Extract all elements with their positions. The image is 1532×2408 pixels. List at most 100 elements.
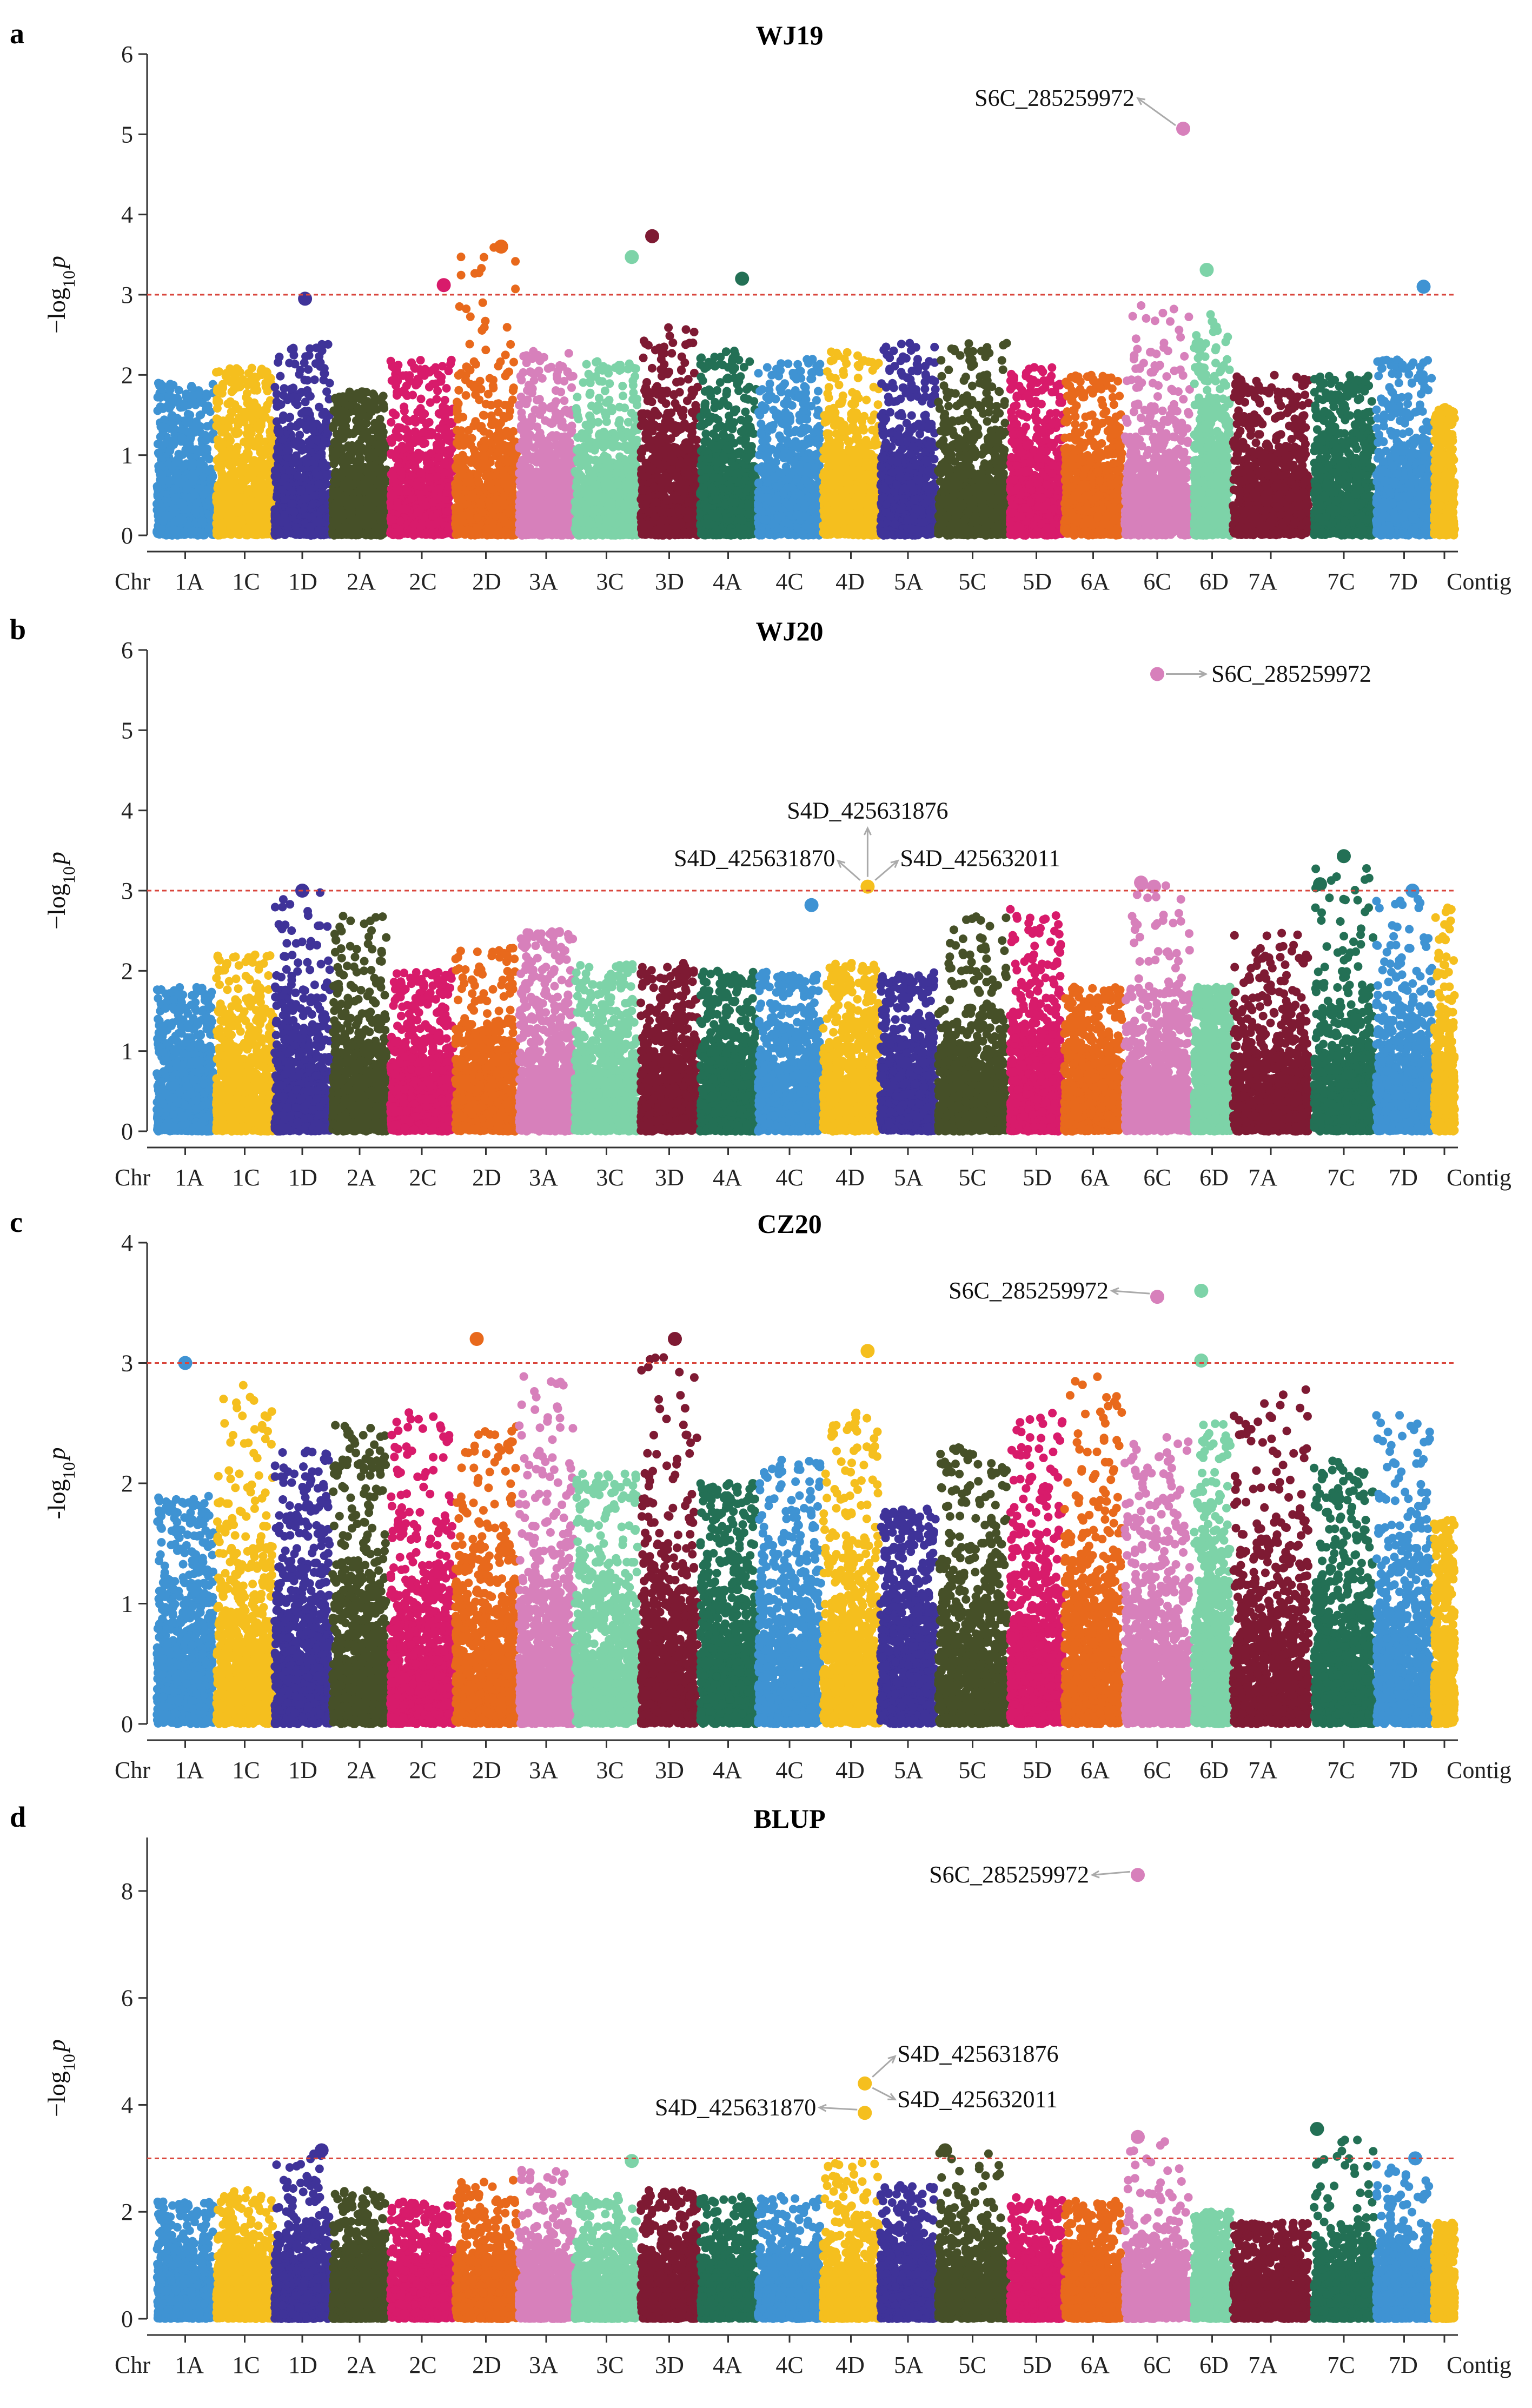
- data-point: [286, 393, 294, 402]
- data-point: [189, 469, 197, 477]
- data-point: [288, 499, 296, 508]
- data-point: [304, 365, 313, 374]
- data-point: [353, 407, 361, 416]
- data-point: [376, 442, 384, 450]
- data-point: [189, 527, 198, 536]
- data-point: [213, 521, 221, 530]
- data-point: [247, 429, 256, 437]
- data-point: [416, 356, 425, 364]
- data-point: [374, 424, 382, 433]
- data-point: [230, 469, 239, 478]
- data-point: [194, 390, 203, 399]
- data-point: [213, 404, 222, 413]
- data-point: [243, 389, 251, 397]
- data-point: [175, 386, 183, 395]
- data-point: [154, 393, 162, 401]
- data-point: [348, 497, 357, 506]
- data-point: [331, 470, 340, 479]
- data-point: [232, 450, 241, 459]
- y-tick-label: 0: [121, 522, 133, 549]
- data-point: [369, 448, 377, 457]
- data-point: [203, 445, 211, 453]
- data-point: [236, 368, 244, 376]
- data-point: [154, 449, 163, 457]
- data-point: [389, 408, 397, 417]
- data-point: [320, 364, 329, 373]
- data-point: [277, 485, 286, 494]
- data-point: [249, 529, 258, 538]
- data-point: [218, 474, 227, 482]
- data-point: [178, 434, 187, 442]
- data-point: [317, 443, 326, 452]
- data-point: [240, 408, 249, 416]
- data-point: [204, 401, 213, 410]
- data-point: [300, 473, 308, 482]
- data-point: [347, 450, 355, 459]
- data-point: [234, 484, 243, 493]
- data-point: [295, 528, 304, 536]
- data-point: [168, 441, 177, 449]
- data-point: [217, 506, 226, 514]
- data-point: [257, 419, 266, 427]
- data-point: [227, 416, 235, 424]
- data-point: [206, 475, 215, 484]
- data-point: [234, 428, 243, 437]
- data-point: [205, 455, 214, 463]
- data-point: [320, 490, 328, 499]
- data-point: [214, 415, 223, 424]
- data-point: [340, 399, 349, 407]
- data-point: [355, 529, 363, 538]
- data-point: [181, 402, 189, 410]
- data-point: [275, 528, 284, 537]
- data-point: [244, 487, 253, 496]
- data-point: [370, 391, 379, 400]
- data-point: [178, 516, 187, 525]
- data-point: [155, 499, 164, 507]
- y-axis-label: −log10p: [43, 256, 78, 334]
- data-point: [291, 360, 300, 368]
- data-point: [276, 372, 284, 381]
- data-point: [313, 518, 321, 527]
- data-point: [289, 351, 298, 360]
- data-point: [300, 407, 309, 416]
- data-point: [248, 501, 257, 510]
- data-point: [226, 436, 235, 445]
- data-point: [314, 480, 323, 488]
- data-point: [165, 386, 174, 394]
- data-point: [357, 443, 366, 452]
- data-point: [317, 340, 326, 349]
- data-point: [306, 392, 315, 401]
- data-point: [281, 473, 289, 482]
- data-point: [222, 369, 231, 377]
- data-point: [331, 488, 340, 496]
- data-point: [237, 461, 246, 470]
- data-point: [171, 494, 180, 502]
- data-point: [215, 488, 224, 497]
- data-point: [238, 416, 247, 424]
- data-point: [218, 384, 227, 393]
- data-point: [301, 352, 310, 361]
- data-point: [362, 506, 371, 515]
- data-point: [401, 425, 410, 434]
- data-point: [300, 376, 309, 384]
- data-point: [310, 491, 319, 500]
- data-point: [196, 422, 205, 431]
- data-point: [335, 527, 344, 535]
- data-point: [315, 526, 323, 534]
- data-point: [331, 416, 340, 425]
- data-point: [297, 487, 306, 495]
- data-point: [360, 483, 368, 492]
- data-point: [354, 472, 363, 481]
- data-point: [352, 427, 360, 435]
- y-tick-label: 5: [121, 121, 133, 148]
- data-point: [283, 522, 292, 530]
- data-point: [164, 511, 173, 520]
- data-point: [221, 425, 229, 434]
- data-point: [156, 528, 165, 537]
- y-tick-label: 2: [121, 362, 133, 388]
- data-point: [202, 436, 210, 445]
- data-point: [295, 430, 304, 439]
- data-point: [352, 518, 361, 526]
- data-point: [182, 505, 190, 514]
